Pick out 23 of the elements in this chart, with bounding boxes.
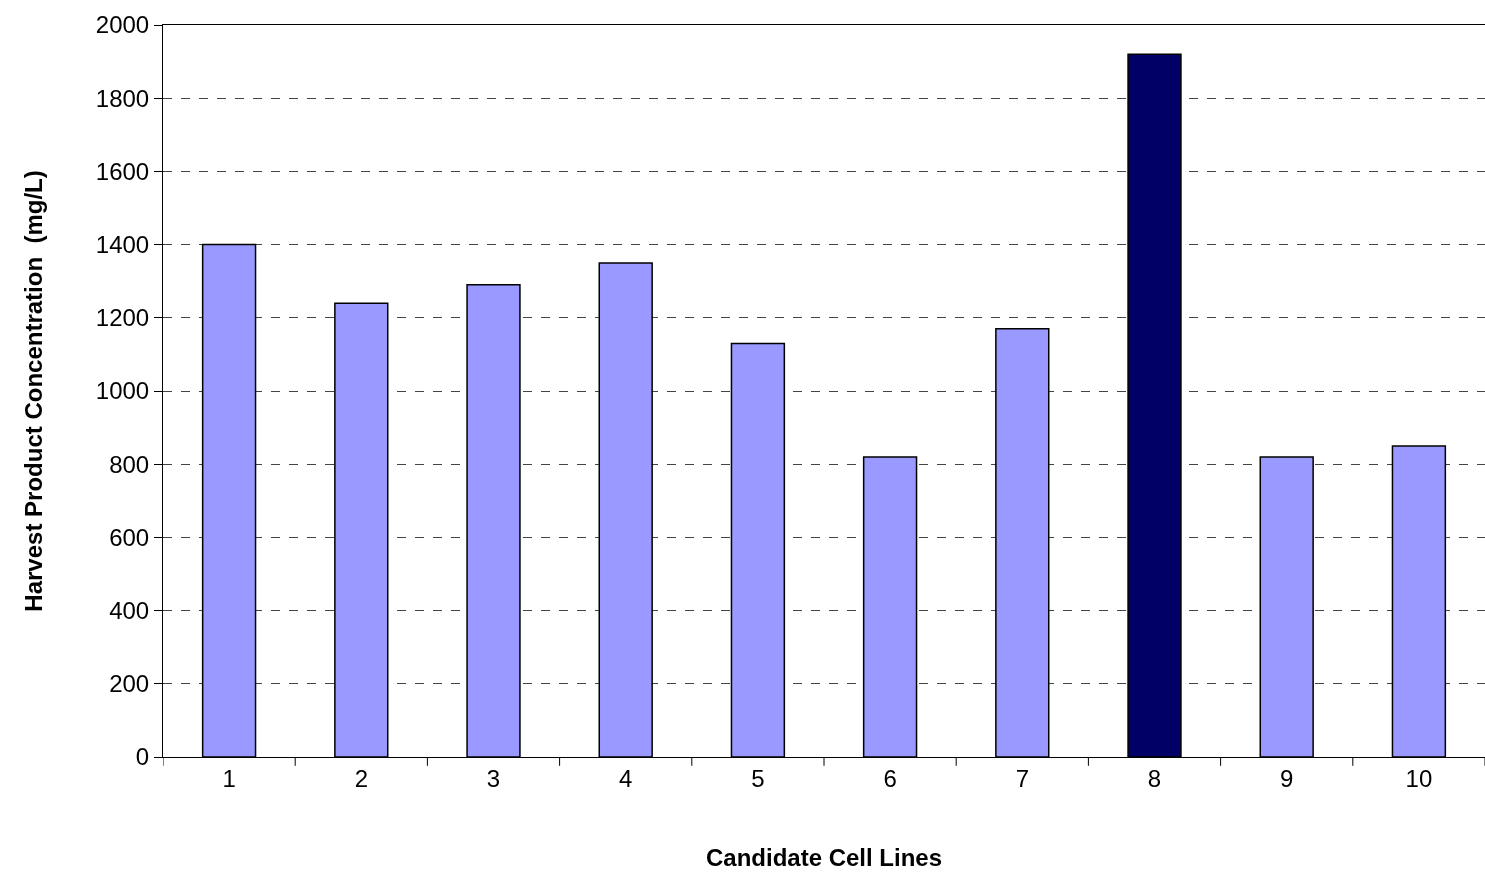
y-tick-label: 1200 — [95, 304, 150, 332]
x-tick-label: 3 — [486, 764, 501, 792]
x-tick-label: 9 — [1280, 764, 1294, 792]
y-tick-label: 1400 — [95, 231, 150, 258]
y-tick-label: 800 — [109, 450, 150, 478]
x-tick-label: 2 — [354, 764, 368, 792]
x-tick-label: 1 — [222, 764, 236, 792]
y-tick-label: 1000 — [95, 377, 150, 405]
y-tick-label: 400 — [109, 597, 150, 624]
x-tick-label: 4 — [619, 764, 633, 792]
y-tick-label: 600 — [109, 523, 150, 551]
x-axis-title: Candidate Cell Lines — [705, 844, 943, 872]
x-tick-label: 5 — [751, 764, 765, 792]
x-tick-label: 10 — [1405, 764, 1433, 792]
y-tick-label: 1800 — [95, 84, 150, 112]
x-tick-label: 6 — [883, 764, 897, 792]
x-tick-label: 7 — [1015, 764, 1029, 792]
y-tick-label: 0 — [135, 743, 150, 771]
y-tick-label: 200 — [109, 670, 150, 698]
x-tick-label: 8 — [1147, 764, 1162, 792]
y-tick-label: 2000 — [95, 11, 150, 39]
y-axis-title: Harvest Product Concentration (mg/L) — [19, 170, 47, 612]
y-tick-label: 1600 — [95, 157, 150, 185]
